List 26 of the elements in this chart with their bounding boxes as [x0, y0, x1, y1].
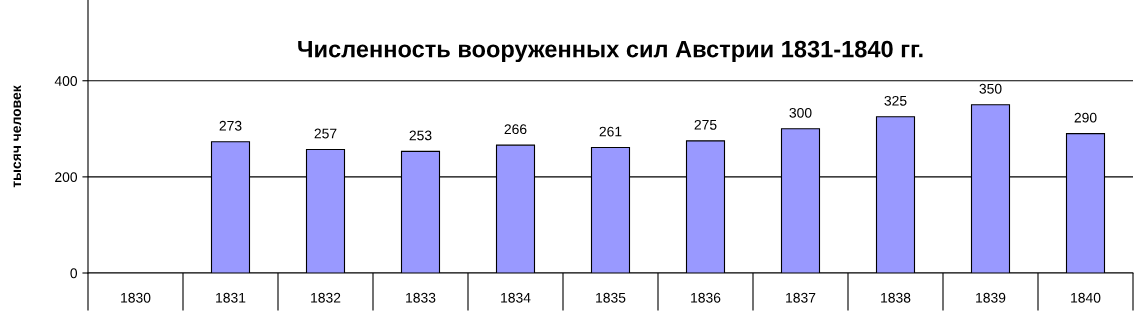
x-tick-label: 1835: [596, 292, 626, 303]
x-tick-label: 1839: [976, 292, 1006, 303]
data-label: 266: [504, 124, 527, 135]
data-label: 300: [789, 107, 812, 118]
y-tick-label: 400: [54, 76, 78, 86]
x-tick-label: 1834: [501, 292, 531, 303]
x-tick-label: 1833: [406, 292, 436, 303]
data-label: 275: [694, 119, 717, 130]
x-tick-label: 1836: [691, 292, 721, 303]
data-label: 290: [1074, 112, 1097, 123]
data-label: 257: [314, 128, 337, 139]
y-tick-label: 200: [55, 172, 78, 183]
x-tick-label: 1831: [216, 292, 246, 303]
x-tick-label: 1832: [311, 292, 341, 303]
data-label: 350: [979, 83, 1002, 94]
y-axis-title: тысяч человек: [13, 85, 22, 188]
text: Численность вооруженных сил Австрии 1831-1840 гг.: [298, 40, 923, 63]
data-label: 325: [884, 95, 907, 106]
data-label: 261: [599, 126, 622, 137]
x-tick-label: 1837: [786, 292, 816, 303]
data-label: 273: [219, 120, 242, 131]
x-tick-label: 1840: [1071, 292, 1101, 303]
x-tick-label: 1838: [881, 292, 911, 303]
data-label: 253: [409, 130, 432, 141]
x-tick-label: 1830: [121, 292, 151, 303]
y-tick-label: 0: [70, 268, 78, 279]
